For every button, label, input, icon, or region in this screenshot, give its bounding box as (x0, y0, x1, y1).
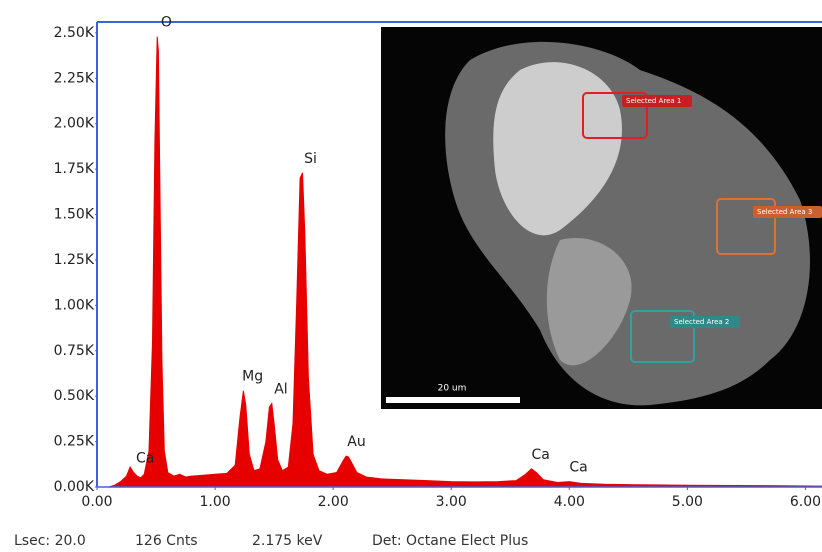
spectrum (108, 36, 822, 488)
y-tick-label: 1.25K (54, 252, 95, 268)
peak-label: Mg (242, 369, 263, 385)
selected-area-box (630, 310, 695, 363)
status-text: 2.175 keV (252, 533, 323, 549)
selected-area-box (716, 198, 776, 255)
bright-region (493, 62, 622, 236)
peak-label: Al (274, 381, 287, 397)
peak-label: Si (304, 151, 317, 167)
y-tick-label: 0.50K (54, 388, 95, 404)
x-tick-label: 6.00 (790, 494, 821, 510)
selected-area-label: Selected Area 3 (757, 208, 812, 216)
y-tick-label: 2.50K (54, 25, 95, 41)
y-tick-label: 0.75K (54, 343, 95, 359)
mid-region (546, 238, 632, 366)
status-text: Lsec: 20.0 (14, 533, 86, 549)
scale-bar-label: 20 um (438, 384, 467, 394)
peak-label: Ca (136, 450, 154, 466)
selected-area-box (582, 92, 648, 139)
x-tick-label: 1.00 (199, 494, 230, 510)
peak-label: Au (347, 434, 365, 450)
x-tick-label: 0.00 (81, 494, 112, 510)
selected-area-tag (670, 316, 740, 328)
selected-area-label: Selected Area 2 (674, 318, 729, 326)
y-tick-label: 0.25K (54, 434, 95, 450)
status-text: Det: Octane Elect Plus (372, 533, 528, 549)
y-tick-label: 1.50K (54, 207, 95, 223)
selected-area-tag (753, 206, 822, 218)
y-tick-label: 2.25K (54, 70, 95, 86)
scale-bar (386, 397, 520, 403)
peak-label: Ca (532, 447, 550, 463)
selected-area-label: Selected Area 1 (626, 97, 681, 105)
y-tick-label: 1.75K (54, 161, 95, 177)
selected-area-tag (622, 95, 692, 107)
y-tick-label: 2.00K (54, 116, 95, 132)
peak-label: O (161, 15, 172, 31)
y-tick-label: 0.00K (54, 479, 95, 495)
x-tick-label: 2.00 (318, 494, 349, 510)
sem-image: Selected Area 1 Selected Area 3 Selected… (381, 27, 822, 409)
x-tick-label: 4.00 (554, 494, 585, 510)
status-text: 126 Cnts (135, 533, 198, 549)
y-tick-label: 1.00K (54, 297, 95, 313)
peak-label: Ca (569, 460, 587, 476)
x-tick-label: 5.00 (672, 494, 703, 510)
x-tick-label: 3.00 (436, 494, 467, 510)
